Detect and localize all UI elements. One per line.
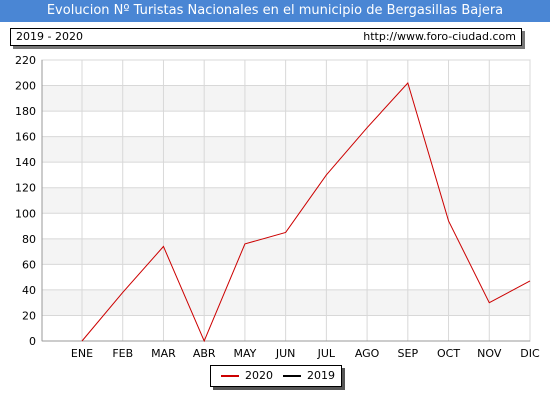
y-tick-label: 160 (15, 131, 36, 144)
x-tick-label: OCT (437, 347, 460, 360)
x-tick-label: ENE (71, 347, 93, 360)
y-tick-label: 180 (15, 105, 36, 118)
chart-legend: 2020 2019 (210, 365, 342, 387)
series-line-2020 (81, 81, 531, 343)
x-tick-label: SEP (398, 347, 419, 360)
y-tick-label: 200 (15, 80, 36, 93)
legend-swatch-2020 (221, 375, 239, 377)
x-tick-label: NOV (477, 347, 502, 360)
x-tick-label: ABR (193, 347, 216, 360)
y-tick-label: 40 (22, 284, 36, 297)
legend-label-2019: 2019 (307, 369, 335, 382)
info-bar: 2019 - 2020 http://www.foro-ciudad.com (10, 28, 522, 46)
year-range: 2019 - 2020 (16, 30, 83, 43)
y-tick-label: 120 (15, 182, 36, 195)
x-tick-label: MAY (233, 347, 256, 360)
x-tick-label: JUN (275, 347, 296, 360)
legend-label-2020: 2020 (245, 369, 273, 382)
y-tick-label: 20 (22, 309, 36, 322)
x-tick-label: AGO (355, 347, 380, 360)
x-tick-label: MAR (151, 347, 176, 360)
x-tick-label: DIC (520, 347, 540, 360)
y-tick-label: 220 (15, 54, 36, 67)
chart-title: Evolucion Nº Turistas Nacionales en el m… (0, 0, 550, 22)
legend-swatch-2019 (283, 375, 301, 377)
y-tick-label: 80 (22, 233, 36, 246)
x-tick-label: JUL (317, 347, 336, 360)
source-url[interactable]: http://www.foro-ciudad.com (363, 30, 516, 43)
y-tick-label: 60 (22, 258, 36, 271)
y-tick-label: 100 (15, 207, 36, 220)
x-tick-label: FEB (112, 347, 133, 360)
y-tick-label: 0 (29, 335, 36, 348)
y-tick-label: 140 (15, 156, 36, 169)
